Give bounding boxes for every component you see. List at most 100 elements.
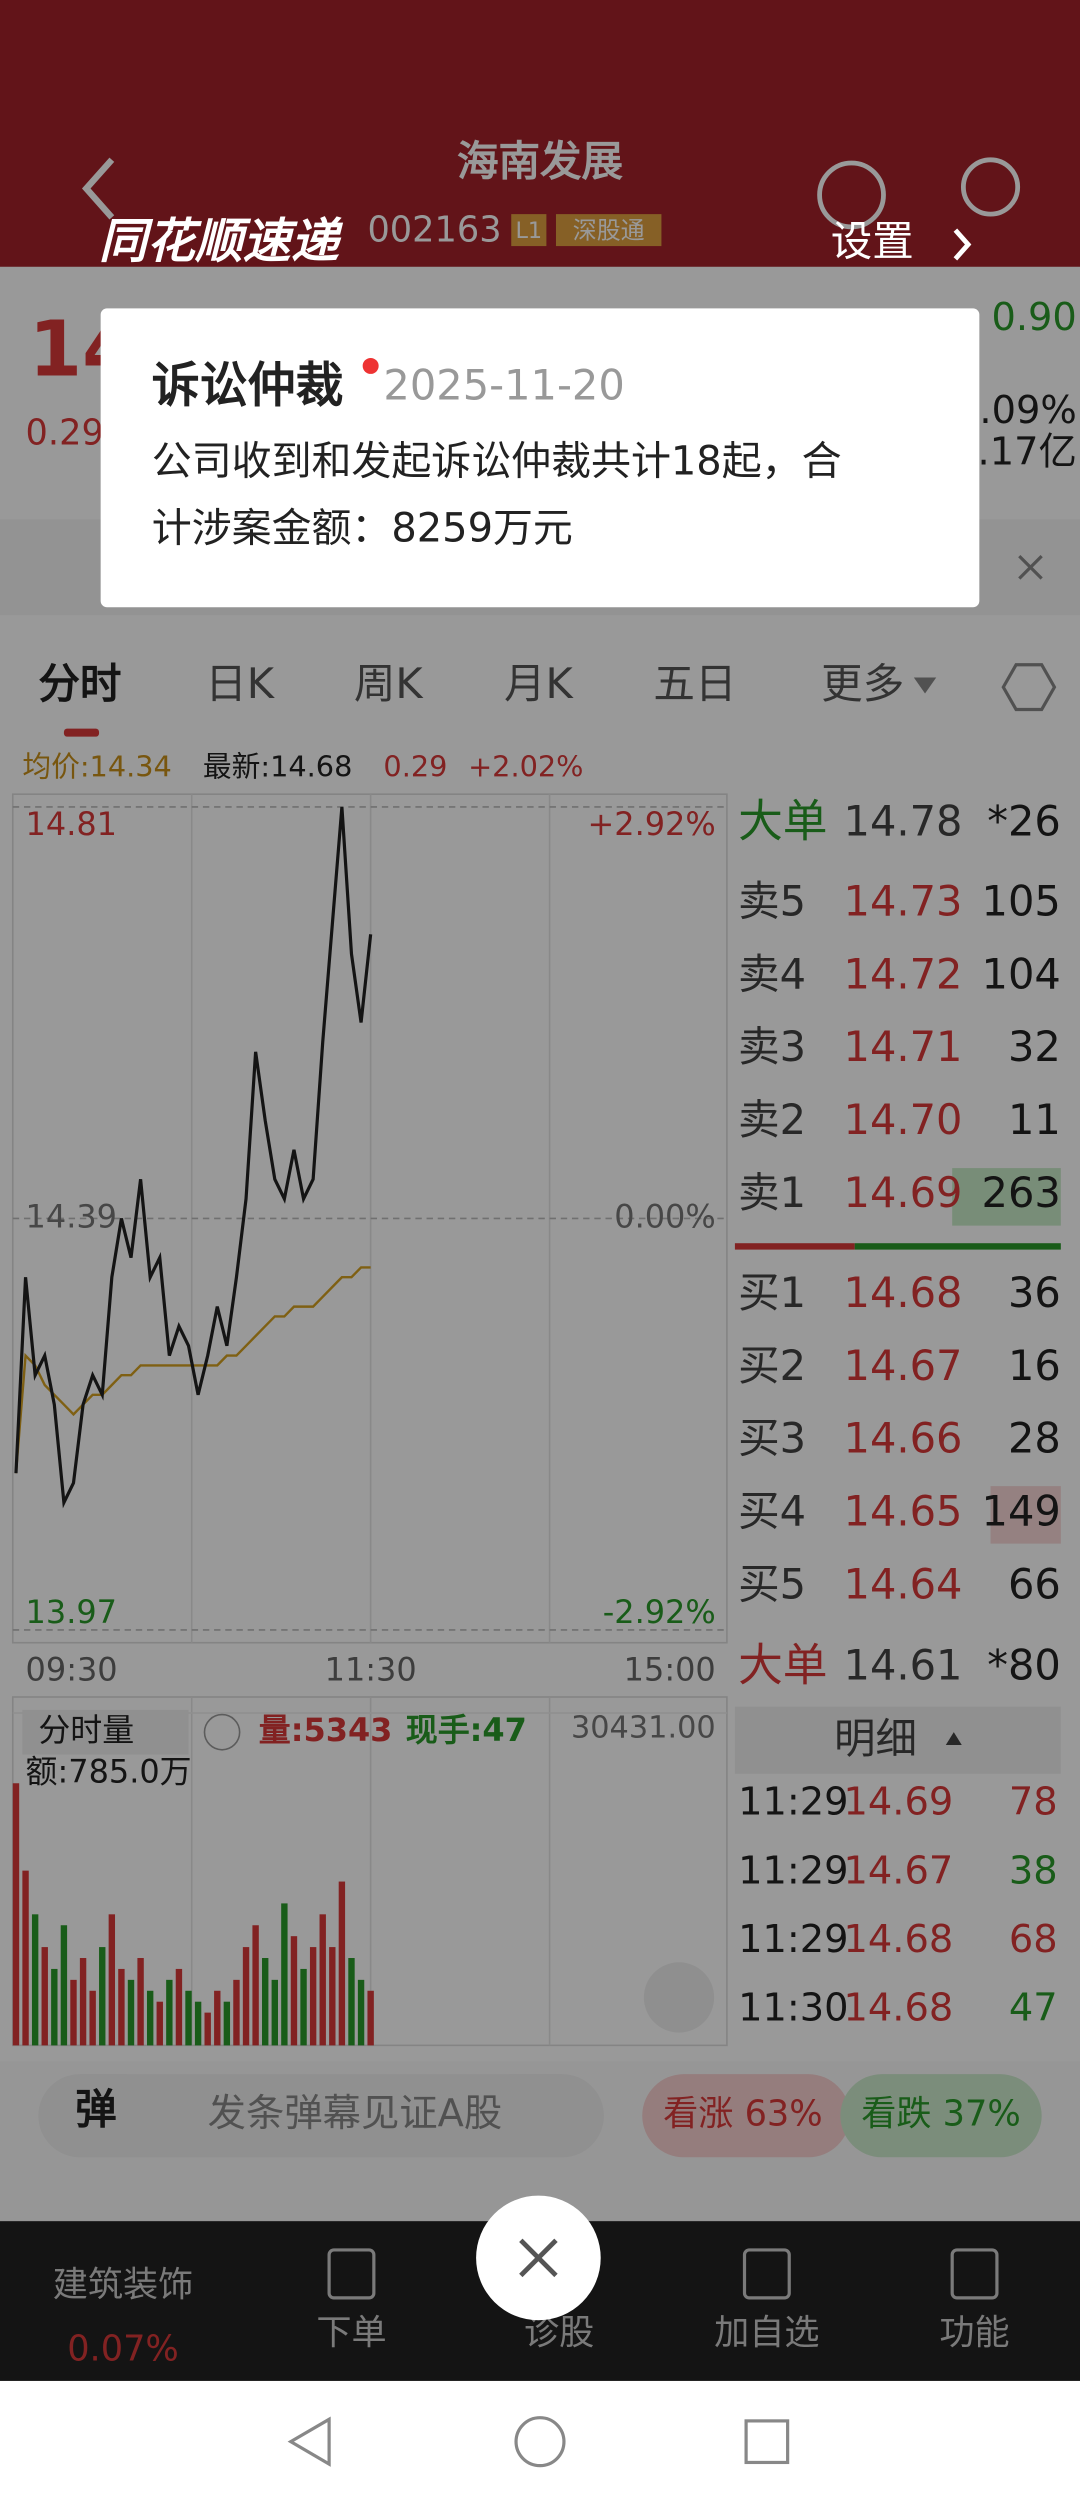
- volume-bar: [214, 1990, 221, 2046]
- detail-title[interactable]: 明细: [834, 1714, 917, 1763]
- vote-down: [840, 2074, 1042, 2158]
- unread-dot: [362, 357, 379, 374]
- vote-up: [642, 2074, 850, 2158]
- brand: 同花顺速递: [99, 214, 344, 269]
- volume-bar: [252, 1925, 259, 2046]
- volume-bar: [166, 1979, 173, 2046]
- nav-icon: [742, 2248, 791, 2300]
- nav-item[interactable]: 功能: [939, 2313, 1009, 2354]
- level-price: 14.67: [844, 1341, 963, 1390]
- amount-label: 额:785.0万: [26, 1753, 192, 1791]
- change-pct: +2.02%: [468, 750, 583, 784]
- settings-icon[interactable]: [1001, 663, 1057, 712]
- nav-item[interactable]: 加自选: [714, 2313, 819, 2354]
- volume-title[interactable]: 分时量: [38, 1711, 134, 1749]
- tab[interactable]: 更多: [821, 659, 904, 708]
- barrage-placeholder[interactable]: 发条弹幕见证A股: [208, 2091, 503, 2136]
- change: 0.29: [383, 750, 447, 784]
- sector-change: 0.07%: [67, 2329, 179, 2370]
- big-order-label: 大单: [738, 795, 827, 848]
- level-label: 卖2: [738, 1095, 806, 1144]
- tab[interactable]: 周K: [354, 659, 425, 708]
- volume-bar: [137, 1958, 144, 2046]
- level-price: 14.65: [844, 1487, 963, 1536]
- nav-item[interactable]: 下单: [316, 2313, 386, 2354]
- big-order-count: *80: [987, 1640, 1061, 1689]
- volume-bar: [146, 1990, 154, 2046]
- quote-value: .17亿: [978, 429, 1077, 474]
- volume-bar: [89, 1990, 96, 2046]
- level-volume: 28: [1008, 1414, 1061, 1463]
- nav-icon: [950, 2248, 999, 2300]
- fullscreen-button[interactable]: [643, 1962, 715, 2033]
- vote-up-label[interactable]: 看涨 63%: [663, 2094, 823, 2135]
- popup-body: 计涉案金额：8259万元: [152, 506, 573, 552]
- highlight: [952, 1168, 1061, 1226]
- level-label: 买1: [738, 1268, 806, 1317]
- tab[interactable]: 月K: [504, 659, 575, 708]
- detail-price: 14.68: [844, 1986, 954, 2031]
- big-order-count: *26: [987, 797, 1061, 846]
- volume-bar: [338, 1881, 346, 2046]
- pct-label: -2.92%: [603, 1593, 716, 1631]
- level-price: 14.68: [844, 1268, 963, 1317]
- volume-bar: [108, 1914, 116, 2046]
- tag: [555, 214, 662, 247]
- tab[interactable]: 日K: [205, 659, 276, 708]
- sector-name[interactable]: 建筑装饰: [53, 2265, 194, 2306]
- volume-bar: [329, 1947, 336, 2046]
- detail-volume: 38: [1009, 1848, 1058, 1893]
- system-nav: [0, 2380, 1080, 2504]
- volume-tag: [22, 1709, 189, 1755]
- tab[interactable]: 五日: [653, 659, 736, 708]
- detail-volume: 68: [1009, 1917, 1058, 1962]
- price-line: [14, 806, 373, 1509]
- robot-icon[interactable]: [817, 160, 886, 230]
- highlight: [990, 1486, 1061, 1544]
- detail-header: [734, 1706, 1061, 1774]
- detail-volume: 78: [1009, 1780, 1058, 1825]
- volume-bar: [185, 1990, 192, 2046]
- search-icon[interactable]: [960, 157, 1021, 217]
- vote-down-label[interactable]: 看跌 37%: [861, 2094, 1021, 2135]
- tag: [511, 214, 547, 247]
- nav-icon: [327, 2248, 376, 2300]
- y-tick-label: 13.97: [26, 1593, 117, 1631]
- spread-bar-red: [734, 1243, 855, 1250]
- level-label: 买4: [738, 1487, 806, 1536]
- barrage-icon[interactable]: 弹: [75, 2084, 117, 2133]
- x-tick-label: 15:00: [624, 1650, 716, 1688]
- level-label: 买2: [738, 1341, 806, 1390]
- detail-time: 11:30: [738, 1986, 848, 2031]
- volume-bar: [242, 1947, 250, 2046]
- tab[interactable]: 分时: [38, 659, 121, 708]
- detail-time: 11:29: [738, 1848, 848, 1893]
- big-order-label: 大单: [738, 1638, 827, 1691]
- level-volume: 66: [1008, 1559, 1061, 1608]
- volume-bar: [194, 2001, 202, 2046]
- level-volume: 16: [1008, 1341, 1061, 1390]
- tag-label: 深股通: [573, 217, 645, 245]
- back-button[interactable]: [81, 157, 115, 220]
- volume-bar: [290, 1936, 298, 2046]
- popup-title: 诉讼仲裁: [152, 358, 344, 413]
- volume-bar: [233, 1979, 240, 2046]
- level-label: 卖1: [738, 1168, 806, 1217]
- volume-bar: [367, 1990, 374, 2046]
- volume-bar: [319, 1914, 326, 2046]
- level-label: 买3: [738, 1414, 806, 1463]
- sys-home[interactable]: [514, 2416, 566, 2468]
- tag-label: L1: [515, 218, 542, 244]
- avg-price: 均价:14.34: [22, 750, 171, 784]
- sys-back[interactable]: [287, 2416, 331, 2467]
- level-price: 14.64: [844, 1559, 963, 1608]
- popup-body: 公司收到和发起诉讼仲裁共计18起，合: [152, 438, 842, 484]
- pct-label: 0.00%: [614, 1197, 715, 1235]
- level-volume: 149: [982, 1487, 1061, 1536]
- settings-link[interactable]: 设置: [831, 216, 914, 265]
- detail-time: 11:29: [738, 1917, 848, 1962]
- volume-bar: [79, 1958, 87, 2046]
- volume-bar: [41, 1947, 48, 2046]
- close-banner[interactable]: [1018, 554, 1043, 580]
